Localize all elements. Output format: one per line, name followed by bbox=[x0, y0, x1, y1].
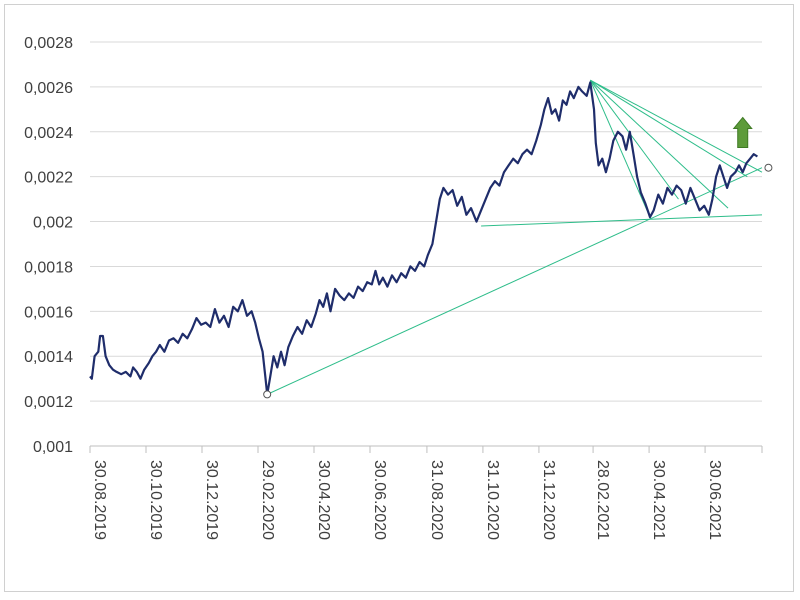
trendline bbox=[266, 167, 763, 395]
y-tick-label: 0,0022 bbox=[24, 170, 73, 187]
point-marker bbox=[263, 390, 272, 399]
x-axis-ticks: 30.08.2019 30.10.2019 30.12.2019 29.02.2020… bbox=[89, 446, 763, 540]
up-arrow-icon bbox=[732, 116, 753, 148]
series-line bbox=[89, 81, 758, 396]
trendline bbox=[589, 79, 679, 200]
x-tick-label: 31.08.2020 bbox=[428, 460, 445, 540]
x-tick-label: 30.06.2020 bbox=[371, 460, 388, 540]
x-tick-label: 30.12.2019 bbox=[203, 460, 220, 540]
x-tick-label: 30.04.2020 bbox=[315, 460, 332, 540]
x-tick-label: 30.10.2019 bbox=[147, 460, 164, 540]
trendline bbox=[589, 79, 729, 209]
arrow-group bbox=[732, 116, 753, 148]
x-tick-label: 31.12.2020 bbox=[540, 460, 557, 540]
y-tick-label: 0,001 bbox=[33, 439, 73, 456]
y-tick-label: 0,0028 bbox=[24, 35, 73, 52]
trendline bbox=[589, 79, 652, 220]
trendline bbox=[590, 79, 748, 178]
y-tick-label: 0,0012 bbox=[24, 394, 73, 411]
trendlines bbox=[266, 79, 763, 395]
trendline bbox=[481, 214, 763, 227]
y-tick-label: 0,0024 bbox=[24, 125, 73, 142]
y-axis-ticks: 0,001 0,0012 0,0014 0,0016 0,0018 0,002 0,0022… bbox=[24, 35, 73, 456]
trendline bbox=[590, 79, 763, 173]
point-marker bbox=[764, 163, 773, 172]
x-tick-label: 30.08.2019 bbox=[91, 460, 108, 540]
y-tick-label: 0,0016 bbox=[24, 304, 73, 321]
chart-frame: 0,001 0,0012 0,0014 0,0016 0,0018 0,002 0,0022… bbox=[4, 4, 794, 592]
series-group bbox=[89, 81, 758, 396]
x-tick-label: 30.04.2021 bbox=[650, 460, 667, 540]
line-chart: 0,001 0,0012 0,0014 0,0016 0,0018 0,002 0,0022… bbox=[24, 35, 773, 540]
x-tick-label: 29.02.2020 bbox=[259, 460, 276, 540]
x-tick-label: 31.10.2020 bbox=[484, 460, 501, 540]
x-tick-label: 30.06.2021 bbox=[706, 460, 723, 540]
gridlines bbox=[90, 41, 762, 402]
y-tick-label: 0,0018 bbox=[24, 259, 73, 276]
y-tick-label: 0,0014 bbox=[24, 349, 73, 366]
x-tick-label: 28.02.2021 bbox=[594, 460, 611, 540]
y-tick-label: 0,0026 bbox=[24, 80, 73, 97]
y-tick-label: 0,002 bbox=[33, 215, 73, 232]
markers bbox=[263, 163, 773, 399]
